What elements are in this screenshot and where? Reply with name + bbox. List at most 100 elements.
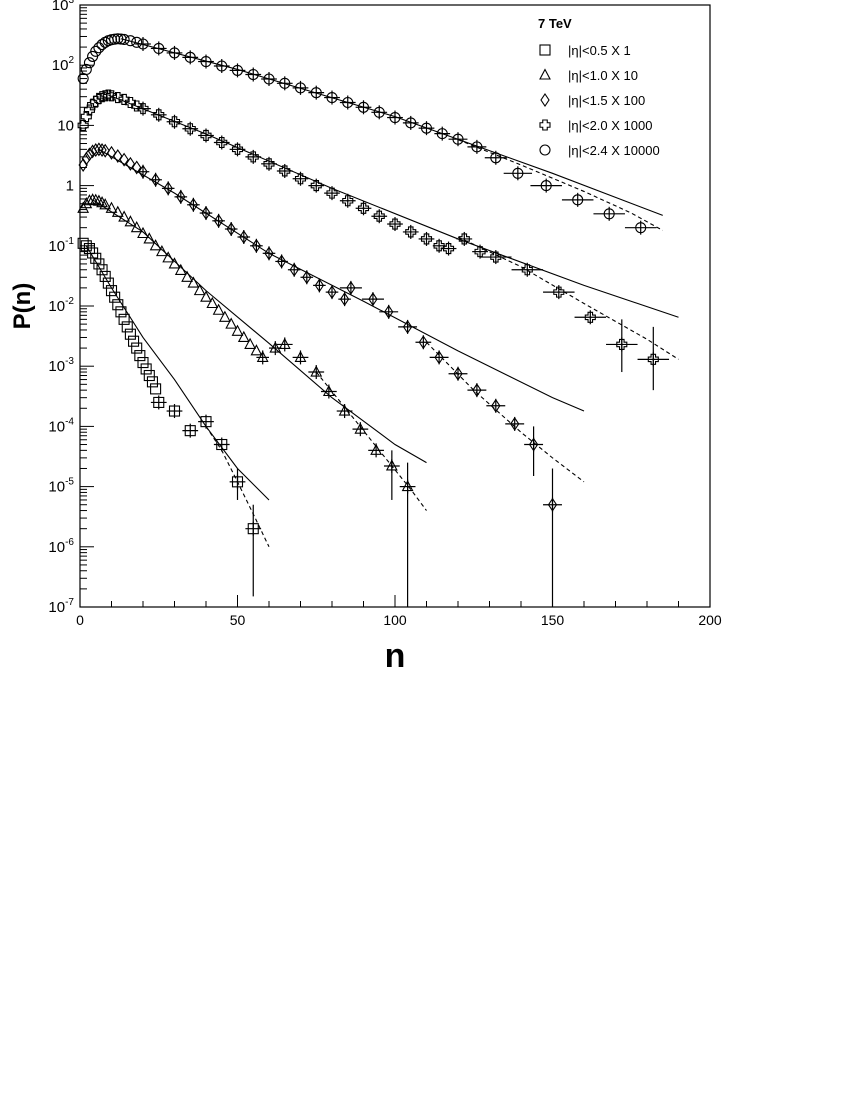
data-point (168, 116, 181, 128)
data-point (239, 230, 249, 244)
data-point (490, 152, 502, 164)
data-point (302, 270, 312, 285)
data-point (474, 246, 486, 258)
data-point (310, 87, 322, 99)
data-point (80, 197, 93, 209)
data-point (385, 459, 398, 471)
data-point (155, 244, 168, 257)
data-point (187, 276, 200, 288)
data-point (90, 252, 102, 264)
x-tick-label: 100 (383, 612, 407, 628)
data-point (216, 438, 228, 451)
data-point (231, 64, 244, 76)
data-point (168, 257, 181, 269)
fit-line-dashed (457, 236, 679, 360)
x-axis-ticks: 0 50 100 150 200 (76, 595, 722, 628)
data-point (370, 443, 383, 455)
data-point (368, 292, 378, 307)
data-point (118, 210, 131, 222)
data-point (138, 164, 148, 179)
y-tick-label: 10 (57, 117, 74, 134)
data-point (294, 82, 307, 94)
legend-entry-label: |η|<1.0 X 10 (568, 68, 638, 83)
data-point (342, 195, 354, 207)
x-tick-label: 0 (76, 612, 84, 628)
y-tick-label: 102 (52, 55, 75, 74)
data-point (96, 39, 108, 51)
data-point (278, 337, 291, 349)
data-point (137, 38, 149, 50)
data-point (216, 60, 228, 72)
data-point (250, 344, 263, 356)
data-point (389, 112, 401, 124)
data-point (130, 220, 143, 233)
data-point (338, 404, 351, 416)
data-point (452, 133, 464, 145)
data-point (510, 416, 520, 431)
data-point (547, 497, 558, 512)
data-point (584, 311, 596, 323)
data-point (442, 243, 455, 255)
data-point (327, 285, 337, 300)
legend-entry-label: |η|<2.4 X 10000 (568, 143, 660, 158)
y-tick-label: 10-1 (48, 236, 74, 255)
data-point (99, 270, 111, 282)
data-point (521, 264, 533, 276)
data-markers (77, 33, 659, 535)
data-point (528, 437, 539, 452)
y-tick-label: 1 (66, 178, 74, 195)
legend-entry-label: |η|<0.5 X 1 (568, 43, 631, 58)
data-point (102, 89, 114, 101)
y-tick-label: 10-7 (48, 597, 74, 616)
data-point (405, 117, 417, 129)
data-point (92, 194, 105, 206)
y-tick-label: 10-6 (48, 537, 74, 556)
data-point (276, 254, 287, 269)
fit-line-solid (92, 199, 427, 464)
data-point (80, 111, 92, 123)
data-point (118, 33, 130, 45)
data-point (326, 187, 338, 199)
data-point (373, 210, 385, 222)
data-point (99, 198, 112, 210)
y-tick-label: 103 (52, 0, 75, 14)
data-point (153, 109, 165, 121)
data-point (471, 141, 483, 153)
data-point (143, 232, 156, 244)
data-point (433, 240, 445, 252)
data-point (420, 122, 433, 134)
data-point (226, 222, 236, 237)
data-point (181, 270, 194, 282)
data-point (105, 90, 118, 102)
data-point (453, 366, 463, 381)
data-point (237, 330, 250, 343)
data-point (200, 290, 212, 302)
data-point (200, 416, 212, 428)
x-tick-label: 200 (698, 612, 722, 628)
data-point (279, 77, 291, 89)
data-point (83, 104, 95, 116)
data-point (213, 213, 224, 228)
data-point (218, 310, 231, 322)
data-point (357, 202, 370, 214)
legend-entry-label: |η|<2.0 X 1000 (568, 118, 652, 133)
data-point (128, 335, 140, 347)
data-point (279, 165, 291, 177)
data-point (289, 262, 299, 277)
data-point (163, 181, 173, 196)
data-point (150, 383, 162, 395)
x-axis-label: n (385, 637, 406, 675)
legend-marker (539, 68, 551, 80)
data-point (134, 350, 146, 362)
data-point (96, 91, 108, 103)
data-point (174, 263, 187, 275)
data-point (247, 68, 259, 81)
data-point (405, 226, 417, 238)
data-point (94, 142, 104, 157)
data-point (294, 350, 307, 362)
legend-marker (539, 119, 551, 131)
data-point (96, 196, 108, 208)
data-point (112, 299, 124, 311)
data-point (124, 35, 136, 47)
data-point (322, 384, 335, 397)
